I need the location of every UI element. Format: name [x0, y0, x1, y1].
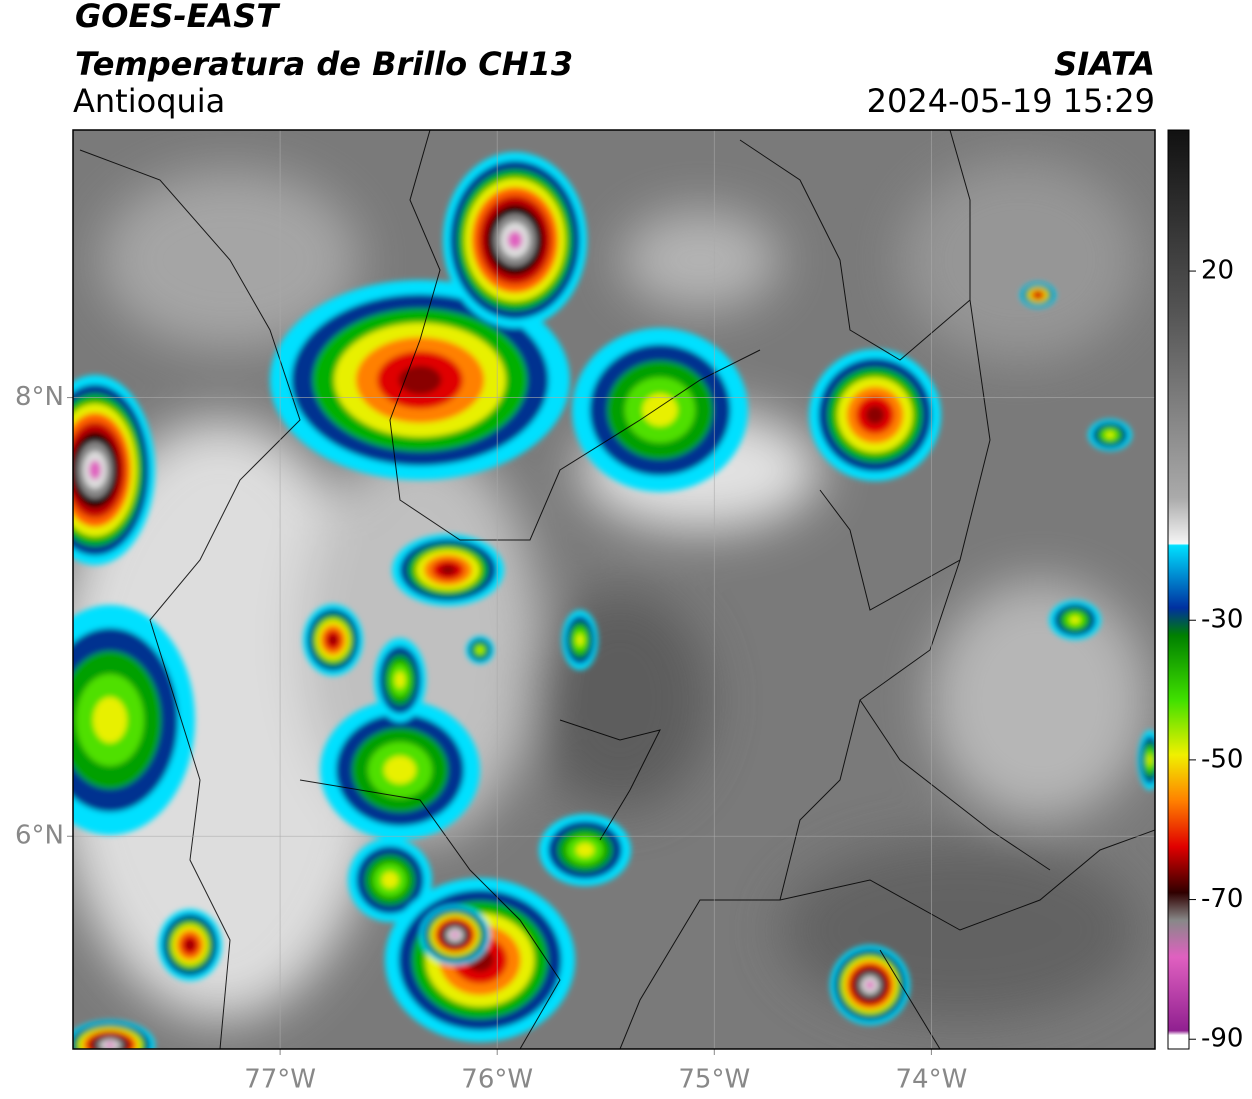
cloud-top: [105, 1042, 115, 1048]
cloud-top: [866, 981, 874, 989]
colorbar-tick-label: -30: [1201, 605, 1243, 635]
cloud-top: [451, 932, 459, 938]
lon-tick-label: 75°W: [678, 1065, 750, 1095]
cloud-top: [1069, 616, 1081, 624]
lon-tick-label: 76°W: [461, 1065, 533, 1095]
cloud-top: [89, 460, 101, 480]
colorbar-tick-label: -70: [1201, 884, 1243, 914]
map-frame: [72, 129, 1156, 1050]
cloud-top: [93, 697, 127, 743]
lon-tick-label: 74°W: [895, 1065, 967, 1095]
lat-tick-label: 6°N: [15, 821, 64, 851]
satellite-image: [73, 130, 1155, 1049]
cloud-top: [381, 871, 399, 889]
cloud-top: [440, 564, 456, 576]
region-label: Antioquia: [73, 82, 225, 120]
cloud-top: [394, 671, 406, 689]
satellite-title: GOES-EAST: [75, 0, 280, 35]
cloud-top: [865, 405, 885, 425]
colorbar-tick-label: -50: [1201, 744, 1243, 774]
cloud-top: [575, 842, 595, 858]
cloud-top: [576, 634, 584, 646]
cloud-top: [384, 756, 416, 784]
cloud-top: [328, 634, 338, 646]
colorbar-tick-label: 20: [1201, 256, 1234, 286]
datetime-label: 2024-05-19 15:29: [867, 82, 1155, 120]
cloud-top: [477, 647, 483, 653]
product-title: Temperatura de Brillo CH13: [75, 45, 573, 83]
lon-tick-label: 77°W: [244, 1065, 316, 1095]
cloud-top: [642, 393, 678, 427]
cloud-top: [398, 365, 442, 395]
cloud-top: [185, 939, 195, 951]
cloud-top: [1035, 293, 1041, 297]
lat-tick-label: 8°N: [15, 382, 64, 412]
cloud-top: [1147, 754, 1153, 766]
colorbar: [1167, 129, 1190, 1050]
cloud-top: [507, 231, 523, 249]
cloud-top: [1105, 431, 1115, 439]
colorbar-tick-label: -90: [1201, 1024, 1243, 1054]
source-label: SIATA: [1054, 45, 1155, 83]
